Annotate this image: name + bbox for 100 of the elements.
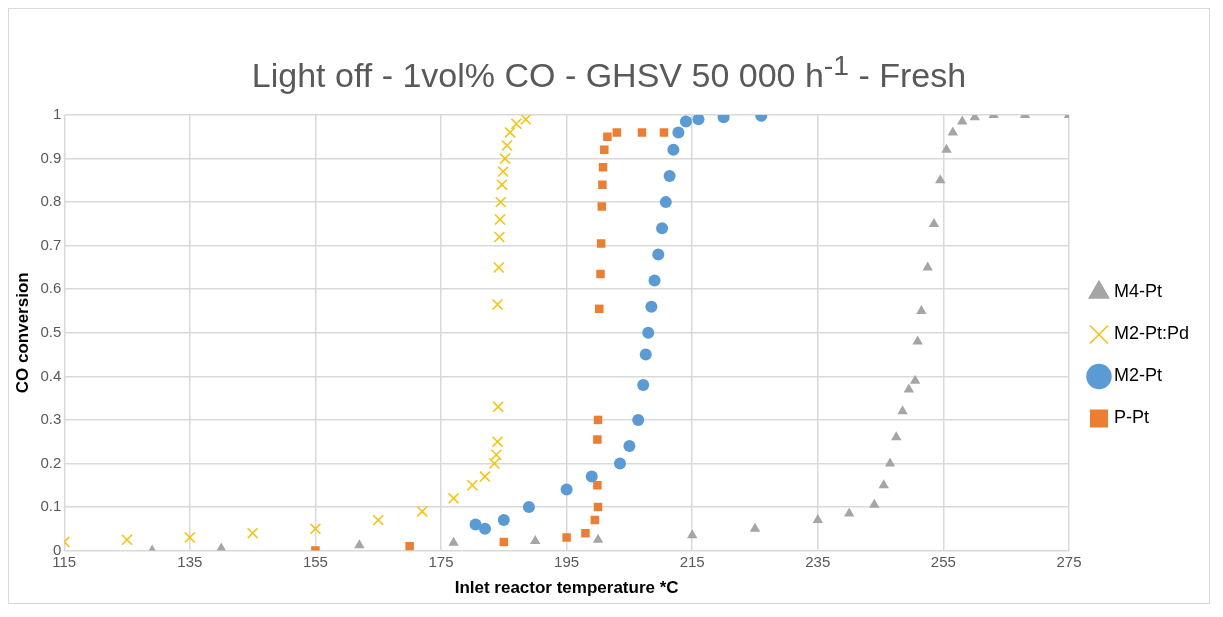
chart-title: Light off - 1vol% CO - GHSV 50 000 h$^{-1}$ - Fresh [250, 48, 968, 97]
point [928, 218, 940, 228]
point [600, 145, 609, 155]
x-tick-label: 275 [1056, 553, 1082, 571]
point [645, 300, 658, 313]
x-tick-label: 155 [302, 553, 328, 571]
point [909, 375, 921, 385]
point [504, 127, 516, 139]
point [667, 144, 680, 157]
point [612, 128, 622, 137]
x-axis-title: Inlet reactor temperature *C [454, 578, 679, 598]
point [493, 262, 505, 274]
point [597, 202, 607, 212]
point [623, 440, 636, 453]
point [372, 514, 384, 527]
point [692, 115, 705, 126]
point [491, 299, 504, 311]
y-tick-label: 0.3 [40, 410, 62, 428]
point [581, 529, 590, 538]
point [844, 507, 855, 517]
point [642, 327, 655, 340]
y-tick-label: 0.1 [40, 497, 62, 515]
point [499, 153, 511, 165]
point [878, 479, 889, 489]
point [493, 231, 506, 243]
point [479, 471, 491, 483]
point [309, 523, 322, 535]
legend-label: M2-Pt:Pd [1113, 323, 1190, 344]
point [652, 248, 665, 261]
point [492, 401, 504, 413]
point [639, 348, 652, 361]
y-axis-title: CO conversion [12, 272, 32, 394]
point [184, 532, 196, 544]
x-tick-label: 215 [679, 553, 705, 571]
point [637, 128, 647, 137]
point [637, 379, 650, 392]
point [596, 239, 606, 249]
point [494, 214, 506, 226]
point [891, 431, 902, 441]
x-tick-label: 175 [428, 553, 454, 571]
point [613, 457, 626, 470]
x-tick-label: 255 [930, 553, 956, 571]
point [593, 481, 602, 490]
point [632, 414, 645, 427]
point [603, 132, 612, 142]
point [595, 304, 604, 314]
point [354, 539, 365, 549]
point [592, 534, 604, 544]
point [478, 523, 491, 536]
point [510, 118, 523, 130]
point [560, 483, 573, 496]
point [659, 196, 672, 209]
point [687, 529, 698, 539]
point [672, 126, 685, 139]
point [466, 479, 479, 492]
y-tick-label: 1 [52, 105, 62, 123]
x-tick-label: 235 [805, 553, 831, 571]
point [598, 180, 607, 190]
point [916, 305, 927, 315]
point [663, 170, 676, 183]
legend-label: M4-Pt [1113, 281, 1162, 302]
point [469, 518, 482, 531]
y-tick-label: 0.5 [40, 323, 62, 341]
y-tick-label: 0.4 [40, 366, 62, 384]
point [593, 435, 602, 445]
legend-label: M2-Pt [1113, 365, 1162, 386]
point [648, 274, 661, 287]
point [812, 514, 823, 524]
point [912, 335, 923, 345]
point [121, 534, 133, 546]
point [679, 115, 692, 128]
point [448, 537, 459, 547]
point [405, 542, 414, 551]
x-tick-label: 195 [554, 553, 580, 571]
point [416, 506, 428, 518]
point [598, 163, 608, 172]
legend-label: P-Pt [1113, 407, 1149, 428]
x-tick-label: 135 [177, 553, 203, 571]
point [659, 128, 669, 137]
point [897, 405, 908, 415]
y-tick-label: 0.7 [40, 236, 62, 254]
point [749, 523, 761, 533]
y-tick-label: 0.9 [40, 149, 62, 167]
point [522, 501, 535, 514]
y-tick-label: 0.8 [40, 192, 62, 210]
y-tick-label: 0.2 [40, 453, 62, 471]
point [941, 144, 952, 154]
point [520, 115, 532, 126]
point [957, 115, 968, 125]
point [246, 527, 259, 540]
y-tick-label: 0.6 [40, 279, 62, 297]
point [562, 533, 571, 543]
point [869, 499, 880, 509]
point [585, 470, 598, 483]
point [596, 270, 605, 279]
point [494, 196, 507, 209]
point [497, 514, 510, 527]
point [501, 140, 513, 152]
point [447, 492, 460, 505]
point [656, 222, 669, 235]
